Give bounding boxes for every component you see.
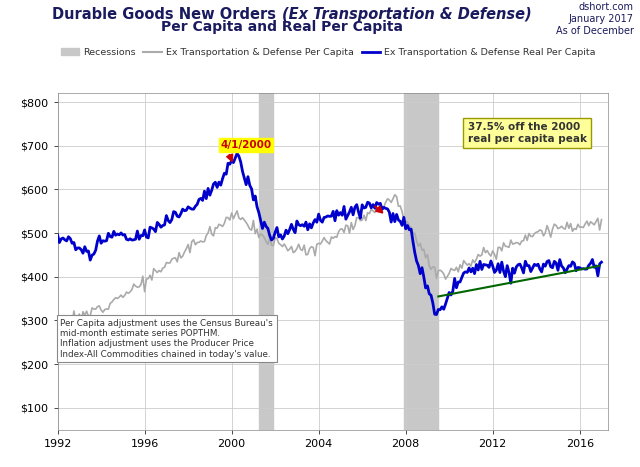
- Legend: Recessions, Ex Transportation & Defense Per Capita, Ex Transportation & Defense : Recessions, Ex Transportation & Defense …: [57, 44, 600, 61]
- Bar: [404, 93, 438, 430]
- Text: Per Capita adjustment uses the Census Bureau's
mid-month estimate series POPTHM.: Per Capita adjustment uses the Census Bu…: [60, 318, 273, 359]
- Text: 37.5% off the 2000
real per capita peak: 37.5% off the 2000 real per capita peak: [468, 122, 587, 143]
- Text: (Ex Transportation & Defense): (Ex Transportation & Defense): [282, 7, 531, 22]
- Bar: [259, 93, 273, 430]
- Text: 4/1/2000: 4/1/2000: [221, 140, 272, 150]
- Text: Per Capita and Real Per Capita: Per Capita and Real Per Capita: [161, 20, 403, 34]
- Text: Durable Goods New Orders: Durable Goods New Orders: [52, 7, 282, 22]
- Text: dshort.com
January 2017
As of December: dshort.com January 2017 As of December: [556, 2, 634, 35]
